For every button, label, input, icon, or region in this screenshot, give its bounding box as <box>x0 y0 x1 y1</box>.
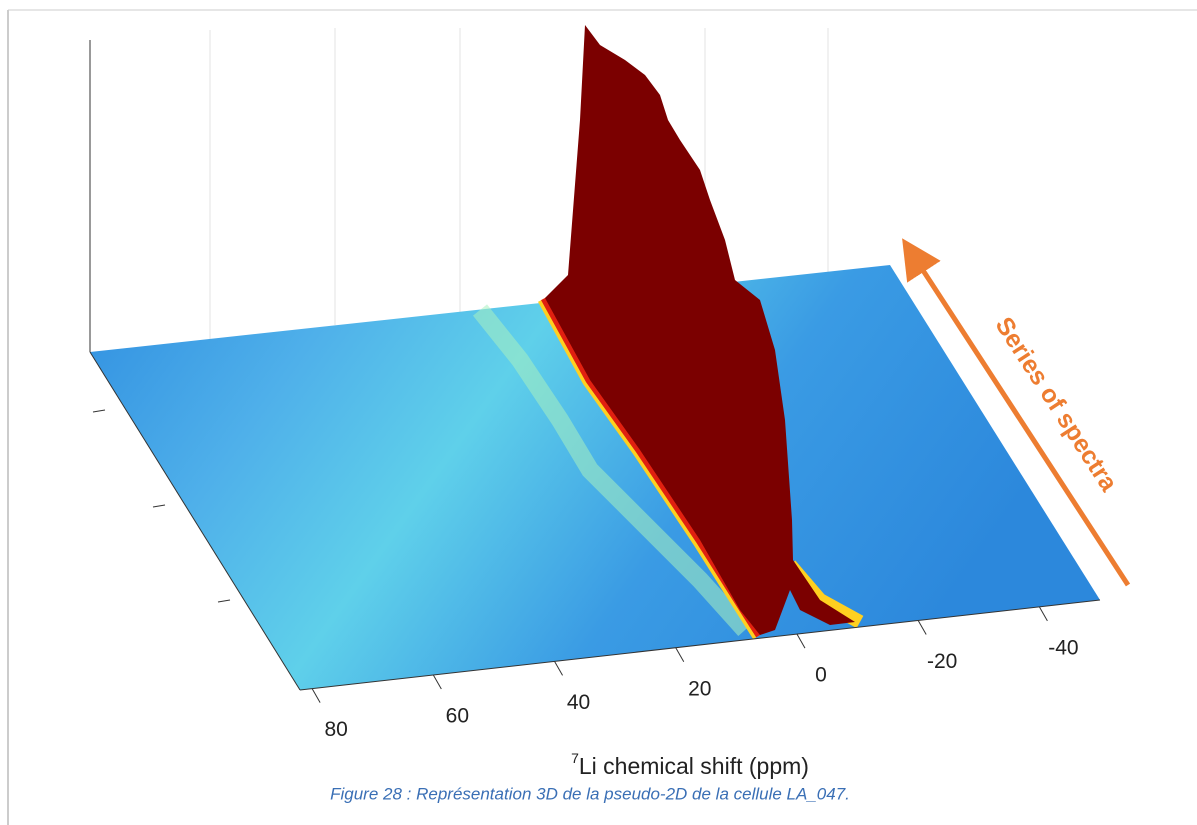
x-tick <box>675 647 685 662</box>
x-tick <box>554 661 563 676</box>
x-tick <box>917 620 927 635</box>
surface-peak <box>545 25 855 635</box>
x-tick <box>1038 606 1048 622</box>
caption: Figure 28 : Représentation 3D de la pseu… <box>330 784 850 803</box>
x-axis-label: 7Li chemical shift (ppm) <box>571 750 809 779</box>
label: Li chemical shift (ppm) <box>579 753 809 779</box>
x-tick <box>796 633 806 649</box>
x-tick-label: -20 <box>927 650 957 673</box>
surface-band <box>472 304 752 637</box>
x-tick <box>432 674 442 690</box>
axis-line <box>89 351 301 691</box>
arrow <box>902 238 1131 587</box>
x-tick-label: 80 <box>324 718 347 741</box>
isotope: 7 <box>571 750 579 766</box>
x-tick-label: 0 <box>815 664 827 687</box>
x-tick-label: 60 <box>446 705 469 728</box>
x-tick <box>311 688 321 703</box>
y-ticks <box>92 409 231 603</box>
x-tick-label: -40 <box>1048 636 1078 659</box>
x-tick-label: 20 <box>688 677 711 700</box>
x-tick-label: 40 <box>567 691 590 714</box>
